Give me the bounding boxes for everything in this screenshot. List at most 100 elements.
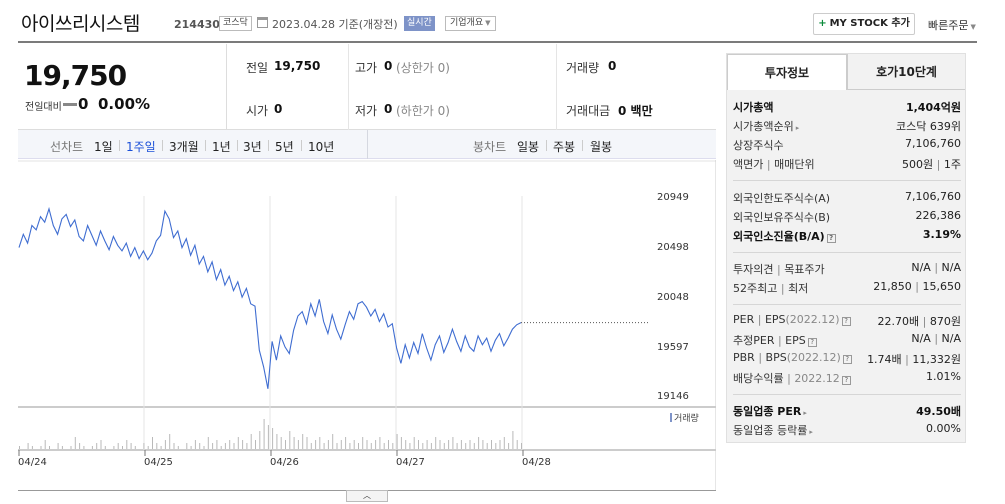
stock-code: 214430: [174, 18, 220, 31]
tab-investment-info[interactable]: 투자정보: [727, 54, 847, 90]
volume-bar: [212, 443, 214, 449]
candle-monthly[interactable]: 월봉: [590, 140, 613, 154]
company-name: 아이쓰리시스템: [21, 13, 140, 35]
sector-rate-link[interactable]: 동일업종 등락률 ▸: [733, 422, 813, 438]
volume-bar: [452, 437, 454, 449]
collapse-chart-button[interactable]: ︿: [346, 490, 388, 502]
volume-bar: [229, 440, 231, 449]
dividend-period: 2022.12: [794, 372, 840, 385]
volume-bar: [388, 440, 389, 449]
volume-bar: [486, 443, 488, 449]
toolbar-divider: [162, 140, 163, 151]
per-val: 22.70배: [877, 315, 920, 328]
volume-bar: [31, 446, 33, 449]
pipe-separator: |: [763, 158, 775, 171]
x-tick: 04/24: [18, 457, 47, 468]
market-cap-rank-link[interactable]: 시가총액순위 ▸: [733, 118, 799, 134]
sector-per-text: 동일업종 PER: [733, 405, 802, 418]
quick-order-dropdown[interactable]: 빠른주문 ▼: [928, 17, 976, 33]
candle-weekly[interactable]: 주봉: [553, 140, 576, 154]
volume-bar: [126, 440, 128, 449]
target-val: N/A: [941, 261, 961, 274]
period-3y[interactable]: 3년: [243, 140, 262, 154]
toolbar-divider: [582, 140, 583, 151]
help-icon[interactable]: ?: [826, 234, 836, 243]
w52-low-val: 15,650: [922, 280, 962, 293]
chevron-down-icon: ▼: [970, 23, 976, 31]
tab-orderbook-10[interactable]: 호가10단계: [847, 54, 965, 90]
pipe-separator: |: [754, 313, 765, 326]
volume-bar: [353, 440, 355, 449]
quote-panel: 19,750 전일대비 0 0.00% 전일 19,750 고가 0 (상한가 …: [18, 44, 716, 130]
line-chart-label: 선차트: [50, 140, 84, 154]
info-tabs: 투자정보 호가10단계: [727, 54, 965, 90]
period-10y[interactable]: 10년: [308, 140, 335, 154]
current-price: 19,750: [24, 59, 127, 92]
pipe-separator: |: [777, 282, 789, 295]
rank-market: 코스닥: [896, 120, 927, 133]
help-icon[interactable]: ?: [841, 376, 851, 385]
market-cap-row: 시가총액 1,404억원: [733, 99, 961, 117]
volume-legend-label: 거래량: [674, 414, 699, 424]
help-icon[interactable]: ?: [842, 355, 852, 364]
period-1y[interactable]: 1년: [212, 140, 231, 154]
volume-bar: [173, 443, 175, 449]
volume-bar: [306, 437, 308, 449]
face-unit-label: 액면가 | 매매단위: [733, 156, 815, 172]
help-icon[interactable]: ?: [807, 338, 817, 347]
est-eps-text: EPS: [785, 334, 806, 347]
pipe-separator: |: [783, 372, 795, 385]
bps-period: (2022.12): [786, 351, 841, 364]
header-divider: [18, 41, 977, 43]
price-chart[interactable]: 20949 20498 20048 19597 19146 거래량 04/24 …: [18, 160, 716, 490]
bps-text: BPS: [765, 351, 787, 364]
est-per-val: N/A: [911, 332, 931, 345]
volume-bar: [435, 437, 437, 449]
my-stock-label: MY STOCK 추가: [829, 18, 910, 29]
volume-bar: [319, 437, 321, 449]
volume-bar: [83, 446, 85, 449]
candle-daily[interactable]: 일봉: [517, 140, 540, 154]
volume-bar: [456, 443, 458, 449]
unchanged-icon: [63, 103, 77, 106]
open-value: 0: [274, 102, 283, 116]
panel-divider: [733, 304, 961, 305]
period-3m[interactable]: 3개월: [169, 140, 199, 154]
period-5y[interactable]: 5년: [275, 140, 294, 154]
volume-bar: [297, 440, 299, 449]
volume-bar: [169, 434, 171, 449]
foreign-hold-row: 외국인보유주식수(B) 226,386: [733, 209, 961, 227]
toolbar-divider: [119, 140, 120, 151]
lower-limit: (하한가 0): [396, 104, 450, 118]
foreign-ratio-text: 외국인소진율(B/A): [733, 230, 825, 243]
volume-bar: [293, 437, 295, 449]
period-1w[interactable]: 1주일: [126, 140, 156, 154]
per-text: PER: [733, 313, 755, 326]
pipe-separator: |: [930, 332, 942, 345]
est-per-row: 추정PER | EPS? N/A | N/A: [733, 332, 961, 350]
sector-per-link[interactable]: 동일업종 PER ▸: [733, 403, 807, 419]
my-stock-add-button[interactable]: + MY STOCK 추가: [813, 13, 915, 35]
volume-bar: [289, 431, 291, 449]
y-tick: 20048: [657, 292, 689, 303]
stock-header: 아이쓰리시스템 214430 코스닥 2023.04.28 기준(개장전) 실시…: [0, 0, 1005, 44]
volume-bar: [491, 440, 492, 449]
per-value: 22.70배 | 870원: [878, 313, 961, 329]
period-1d[interactable]: 1일: [94, 140, 113, 154]
volume-bar: [130, 443, 132, 449]
low-label: 저가: [355, 104, 378, 118]
volume-bar: [405, 440, 407, 449]
volume-bar: [285, 440, 286, 449]
volume-bar: [57, 443, 59, 449]
price-line: [18, 206, 522, 389]
chevron-up-icon: ︿: [363, 491, 371, 500]
company-info-dropdown[interactable]: 기업개요 ▼: [445, 16, 496, 31]
toolbar-divider: [268, 140, 269, 151]
face-label: 액면가: [733, 158, 764, 171]
dividend-text: 배당수익률: [733, 372, 784, 385]
realtime-badge[interactable]: 실시간: [404, 16, 435, 31]
volume-bar: [220, 446, 222, 449]
volume-value: 0: [608, 59, 617, 73]
opinion-row: 투자의견 | 목표주가 N/A | N/A: [733, 261, 961, 279]
help-icon[interactable]: ?: [841, 317, 851, 326]
